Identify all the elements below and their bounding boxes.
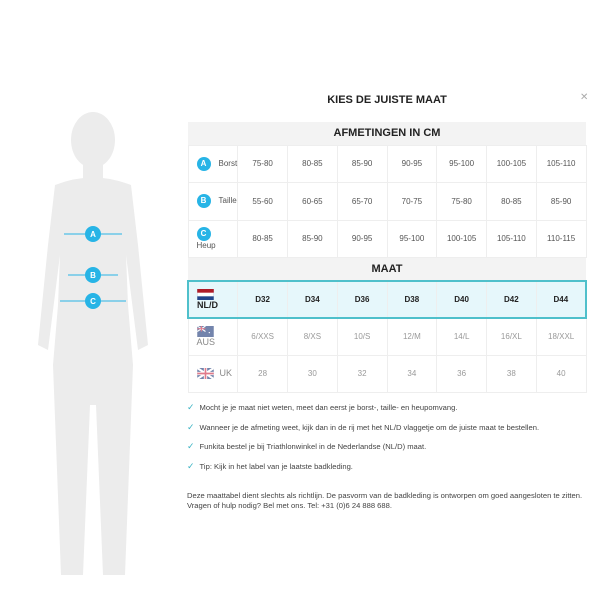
measurement-cell: 105-110 bbox=[535, 144, 587, 183]
measurement-cell: 65-70 bbox=[336, 182, 388, 221]
tips-list: ✓ Mocht je je maat niet weten, meet dan e… bbox=[187, 402, 539, 480]
measurement-row: CHeup 80-85 85-90 90-95 95-100 100-105 105-110… bbox=[187, 219, 587, 258]
sizes-header: MAAT bbox=[188, 257, 586, 281]
tip-item: ✓ Funkita bestel je bij Triathlonwinkel i… bbox=[187, 441, 427, 451]
size-cell: 18/XXL bbox=[535, 317, 587, 356]
size-cell: D34 bbox=[287, 279, 338, 319]
measurement-cell: 80-85 bbox=[486, 182, 537, 221]
size-cell: 40 bbox=[535, 354, 587, 393]
check-icon: ✓ bbox=[187, 460, 195, 471]
size-cell: D38 bbox=[386, 279, 438, 319]
measurement-cell: 75-80 bbox=[436, 182, 487, 221]
tip-item: ✓ Mocht je je maat niet weten, meet dan e… bbox=[187, 402, 458, 412]
netherlands-flag-icon bbox=[197, 288, 220, 300]
size-row: AUS 6/XXS 8/XS 10/S 12/M 14/L 16/XL 18/XXL bbox=[187, 317, 587, 356]
size-cell: 14/L bbox=[436, 317, 487, 356]
body-silhouette: A B C bbox=[38, 112, 148, 575]
tip-item: ✓ Wanneer je de afmeting weet, kijk dan i… bbox=[187, 421, 540, 432]
row-label: CHeup bbox=[187, 219, 239, 258]
measurement-row: A Borst 75-80 80-85 85-90 90-95 95-100 100-105 1… bbox=[187, 144, 587, 183]
marker-a bbox=[85, 226, 101, 242]
measurement-cell: 70-75 bbox=[386, 182, 438, 221]
size-cell: 34 bbox=[386, 354, 438, 393]
size-cell: 32 bbox=[336, 354, 388, 393]
size-cell: 6/XXS bbox=[237, 317, 288, 356]
size-cell: 8/XS bbox=[287, 317, 338, 356]
size-cell: 12/M bbox=[386, 317, 438, 356]
size-row: UK 28 30 32 34 36 38 40 bbox=[187, 354, 587, 393]
tip-item: ✓ Tip: Kijk in het label van je laatste b… bbox=[187, 460, 353, 471]
measurement-cell: 95-100 bbox=[436, 144, 487, 183]
size-cell: 36 bbox=[436, 354, 487, 393]
measurement-cell: 105-110 bbox=[486, 219, 537, 258]
measurement-cell: 110-115 bbox=[535, 219, 587, 258]
svg-text:A: A bbox=[90, 230, 96, 239]
size-cell: 30 bbox=[287, 354, 338, 393]
measurement-row: B Taille 55-60 60-65 65-70 70-75 75-80 80-85 85-… bbox=[187, 182, 587, 221]
size-cell: D36 bbox=[336, 279, 388, 319]
size-cell: 38 bbox=[486, 354, 537, 393]
measurement-cell: 100-105 bbox=[436, 219, 487, 258]
measurement-cell: 80-85 bbox=[287, 144, 338, 183]
size-cell: 16/XL bbox=[486, 317, 537, 356]
australia-flag-icon bbox=[196, 326, 220, 338]
size-row: NL/D D32 D34 D36 D38 D40 D42 D44 bbox=[187, 279, 587, 319]
measurement-cell: 80-85 bbox=[237, 219, 288, 258]
size-table: AFMETINGEN IN CM A Borst 75-80 80-85 85-90 90… bbox=[187, 122, 587, 393]
measurement-cell: 55-60 bbox=[237, 182, 288, 221]
measurement-cell: 75-80 bbox=[237, 144, 288, 183]
size-cell: D32 bbox=[237, 279, 288, 319]
measurement-cell: 85-90 bbox=[336, 144, 388, 183]
row-label: UK bbox=[187, 354, 239, 393]
size-cell: D42 bbox=[486, 279, 537, 319]
close-icon[interactable]: ✕ bbox=[580, 92, 589, 103]
uk-flag-icon bbox=[196, 368, 220, 380]
measurement-cell: 85-90 bbox=[287, 219, 338, 258]
marker-c bbox=[85, 293, 101, 309]
measurement-cell: 95-100 bbox=[386, 219, 438, 258]
page-title: KIES DE JUISTE MAAT bbox=[327, 94, 447, 106]
footer-note: Deze maattabel dient slechts als richtli… bbox=[187, 491, 583, 510]
svg-text:B: B bbox=[90, 271, 96, 280]
size-cell: D40 bbox=[436, 279, 487, 319]
check-icon: ✓ bbox=[187, 441, 195, 451]
letter-badge: B bbox=[196, 194, 211, 209]
size-cell: D44 bbox=[535, 279, 587, 319]
measurement-cell: 90-95 bbox=[386, 144, 438, 183]
svg-text:C: C bbox=[90, 297, 96, 306]
size-cell: 10/S bbox=[336, 317, 388, 356]
check-icon: ✓ bbox=[187, 402, 195, 412]
size-cell: 28 bbox=[237, 354, 288, 393]
measurement-cell: 85-90 bbox=[535, 182, 587, 221]
measurement-cell: 90-95 bbox=[336, 219, 388, 258]
letter-badge: A bbox=[196, 156, 211, 171]
row-label: NL/D bbox=[187, 279, 239, 319]
row-label: AUS bbox=[187, 317, 239, 356]
measurement-cell: 100-105 bbox=[486, 144, 537, 183]
measurement-cell: 60-65 bbox=[287, 182, 338, 221]
letter-badge: C bbox=[196, 227, 211, 242]
marker-b bbox=[85, 267, 101, 283]
row-label: A Borst bbox=[187, 144, 239, 183]
row-label: B Taille bbox=[187, 182, 239, 221]
check-icon: ✓ bbox=[187, 421, 195, 432]
measurements-header: AFMETINGEN IN CM bbox=[188, 122, 586, 145]
